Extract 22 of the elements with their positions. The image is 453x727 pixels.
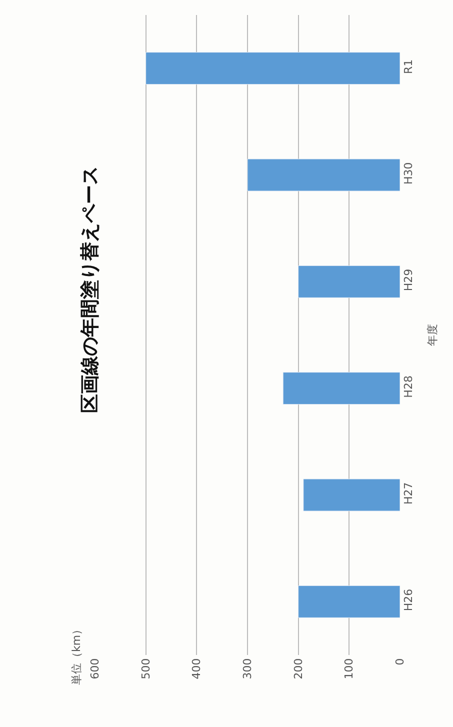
y-tick-label: H28: [402, 376, 415, 398]
bar: [146, 52, 400, 85]
bar: [303, 478, 400, 512]
x-tick-label: 0: [394, 658, 407, 666]
y-tick-label: H30: [402, 162, 415, 184]
bar: [298, 265, 400, 298]
x-tick-label: 600: [88, 658, 102, 680]
y-tick-label: H29: [402, 268, 415, 292]
text: 単位（km）: [70, 624, 83, 685]
y-tick-label: R1: [402, 59, 415, 74]
bar: [298, 585, 400, 618]
x-tick-label: 500: [139, 658, 152, 680]
y-tick-label: H27: [402, 482, 415, 504]
y-axis-title: 年度: [426, 324, 439, 346]
x-tick-label: 100: [342, 658, 356, 680]
text: 区画線の年間塗り替えペース: [78, 166, 101, 414]
bar: [282, 372, 400, 405]
y-tick-label: H26: [402, 588, 415, 612]
x-tick-label: 400: [190, 658, 204, 680]
bar: [247, 158, 400, 192]
x-tick-label: 300: [241, 658, 254, 680]
x-tick-label: 200: [292, 658, 305, 680]
